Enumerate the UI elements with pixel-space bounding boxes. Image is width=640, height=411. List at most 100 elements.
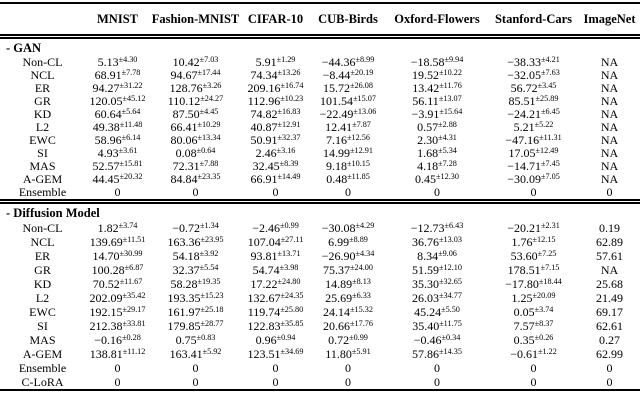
value-cell: 128.76±3.26	[150, 82, 241, 95]
value-cell: 85.51±25.89	[488, 95, 579, 108]
value-cell: 0	[150, 361, 241, 375]
value-cell: 6.99±8.89	[310, 235, 386, 249]
value-cell: 0.57±2.88	[386, 121, 488, 134]
cell-stddev: ±35.85	[280, 319, 304, 329]
cell-value: 0	[530, 375, 537, 389]
value-cell: 93.81±13.71	[241, 249, 310, 263]
cell-stddev: ±25.80	[280, 305, 304, 315]
cell-value: 40.87	[250, 121, 278, 134]
cell-stddev: ±3.74	[534, 305, 554, 315]
cell-value: 93.81	[250, 249, 278, 263]
value-cell: 0	[579, 375, 640, 390]
cell-value: 10.42	[172, 56, 200, 69]
cell-value: 54.74	[252, 263, 280, 277]
value-cell: −26.90±4.34	[310, 249, 386, 263]
cell-value: 74.82	[250, 108, 278, 121]
cell-value: NA	[600, 134, 619, 147]
value-cell: 21.49	[579, 291, 640, 305]
cell-stddev: ±25.18	[200, 305, 224, 315]
cell-stddev: ±23.35	[197, 173, 221, 182]
cell-value: 110.12	[167, 95, 201, 108]
cell-stddev: ±0.94	[276, 333, 296, 343]
value-cell: 44.45±20.32	[85, 173, 150, 186]
value-cell: −22.49±13.06	[310, 108, 386, 121]
section-header-row: - GAN	[0, 37, 640, 57]
table-row: L2 49.38±11.48 66.41±10.29 40.87±12.91 12.41…	[0, 121, 640, 134]
value-cell: 0	[150, 375, 241, 390]
cell-value: 0	[114, 361, 121, 375]
cell-stddev: ±4.21	[540, 56, 560, 65]
cell-stddev: ±7.87	[352, 121, 371, 130]
table-row: EWC 58.96±6.14 80.06±13.34 50.91±32.37 7.16±…	[0, 134, 640, 147]
value-cell: 0	[85, 361, 150, 375]
cell-value: 0.35	[513, 333, 535, 347]
cell-value: −0.61	[510, 347, 538, 361]
value-cell: 8.34±9.06	[386, 249, 488, 263]
value-cell: 163.41±5.92	[150, 347, 241, 361]
cell-value: NA	[600, 263, 619, 277]
cell-value: 57.86	[412, 347, 440, 361]
value-cell: 57.61	[579, 249, 640, 263]
cell-stddev: ±8.89	[349, 235, 368, 245]
value-cell: 32.37±5.54	[150, 263, 241, 277]
cell-value: 0	[192, 375, 199, 389]
value-cell: 0	[85, 375, 150, 390]
value-cell: −0.46±0.34	[386, 333, 488, 347]
cell-value: 12.41	[325, 121, 353, 134]
cell-stddev: ±12.91	[350, 147, 373, 156]
cell-value: 0	[434, 186, 440, 199]
cell-stddev: ±1.29	[276, 56, 296, 65]
cell-value: −44.36	[321, 56, 356, 69]
value-cell: 58.28±19.35	[150, 277, 241, 291]
value-cell: 75.37±24.00	[310, 263, 386, 277]
value-cell: 5.21±5.22	[488, 121, 579, 134]
cell-value: 5.91	[255, 56, 277, 69]
table-row: Ensemble 0 0 0 0 0 0 0	[0, 361, 640, 375]
method-label: EWC	[29, 305, 56, 319]
cell-value: 0	[192, 186, 199, 199]
value-cell: 0.27	[579, 333, 640, 347]
cell-stddev: ±15.64	[439, 108, 463, 117]
cell-value: 2.30	[417, 134, 439, 147]
cell-value: 94.67	[170, 69, 198, 82]
method-label: SI	[37, 147, 48, 160]
method-label: NCL	[30, 235, 55, 249]
value-cell: 80.06±13.34	[150, 134, 241, 147]
value-cell: 0	[386, 375, 488, 390]
cell-value: 62.99	[596, 347, 623, 361]
cell-value: −2.46	[252, 221, 280, 235]
value-cell: NA	[579, 147, 640, 160]
cell-value: 1.82	[97, 221, 119, 235]
value-cell: −0.72±1.34	[150, 221, 241, 235]
value-cell: −32.05±7.63	[488, 69, 579, 82]
dataset-column-header: Fashion-MNIST	[150, 3, 241, 39]
value-cell: 193.35±15.23	[150, 291, 241, 305]
cell-value: 100.28	[91, 263, 125, 277]
cell-stddev: ±18.44	[538, 277, 562, 287]
cell-stddev: ±0.26	[534, 333, 554, 343]
value-cell: 25.69±6.33	[310, 291, 386, 305]
value-cell: 54.18±3.92	[150, 249, 241, 263]
value-cell: 62.61	[579, 319, 640, 333]
value-cell: 54.74±3.98	[241, 263, 310, 277]
value-cell: 123.51±34.69	[241, 347, 310, 361]
cell-value: 32.45	[252, 160, 280, 173]
method-label: C-LoRA	[21, 375, 64, 389]
cell-value: NA	[600, 121, 619, 134]
cell-value: −47.16	[505, 134, 540, 147]
value-cell: 69.17	[579, 305, 640, 319]
cell-value: 5.13	[97, 56, 119, 69]
value-cell: 138.81±11.12	[85, 347, 150, 361]
value-cell: NA	[579, 69, 640, 82]
cell-stddev: ±17.44	[197, 69, 221, 78]
value-cell: 202.09±35.42	[85, 291, 150, 305]
cell-stddev: ±11.75	[439, 319, 462, 329]
cell-stddev: ±15.81	[119, 160, 143, 169]
cell-stddev: ±11.76	[439, 82, 462, 91]
cell-value: 69.17	[596, 305, 623, 319]
cell-value: 87.50	[172, 108, 200, 121]
value-cell: 68.91±7.78	[85, 69, 150, 82]
value-cell: −30.09±7.05	[488, 173, 579, 186]
cell-value: 51.59	[412, 263, 440, 277]
method-label: KD	[33, 108, 52, 121]
